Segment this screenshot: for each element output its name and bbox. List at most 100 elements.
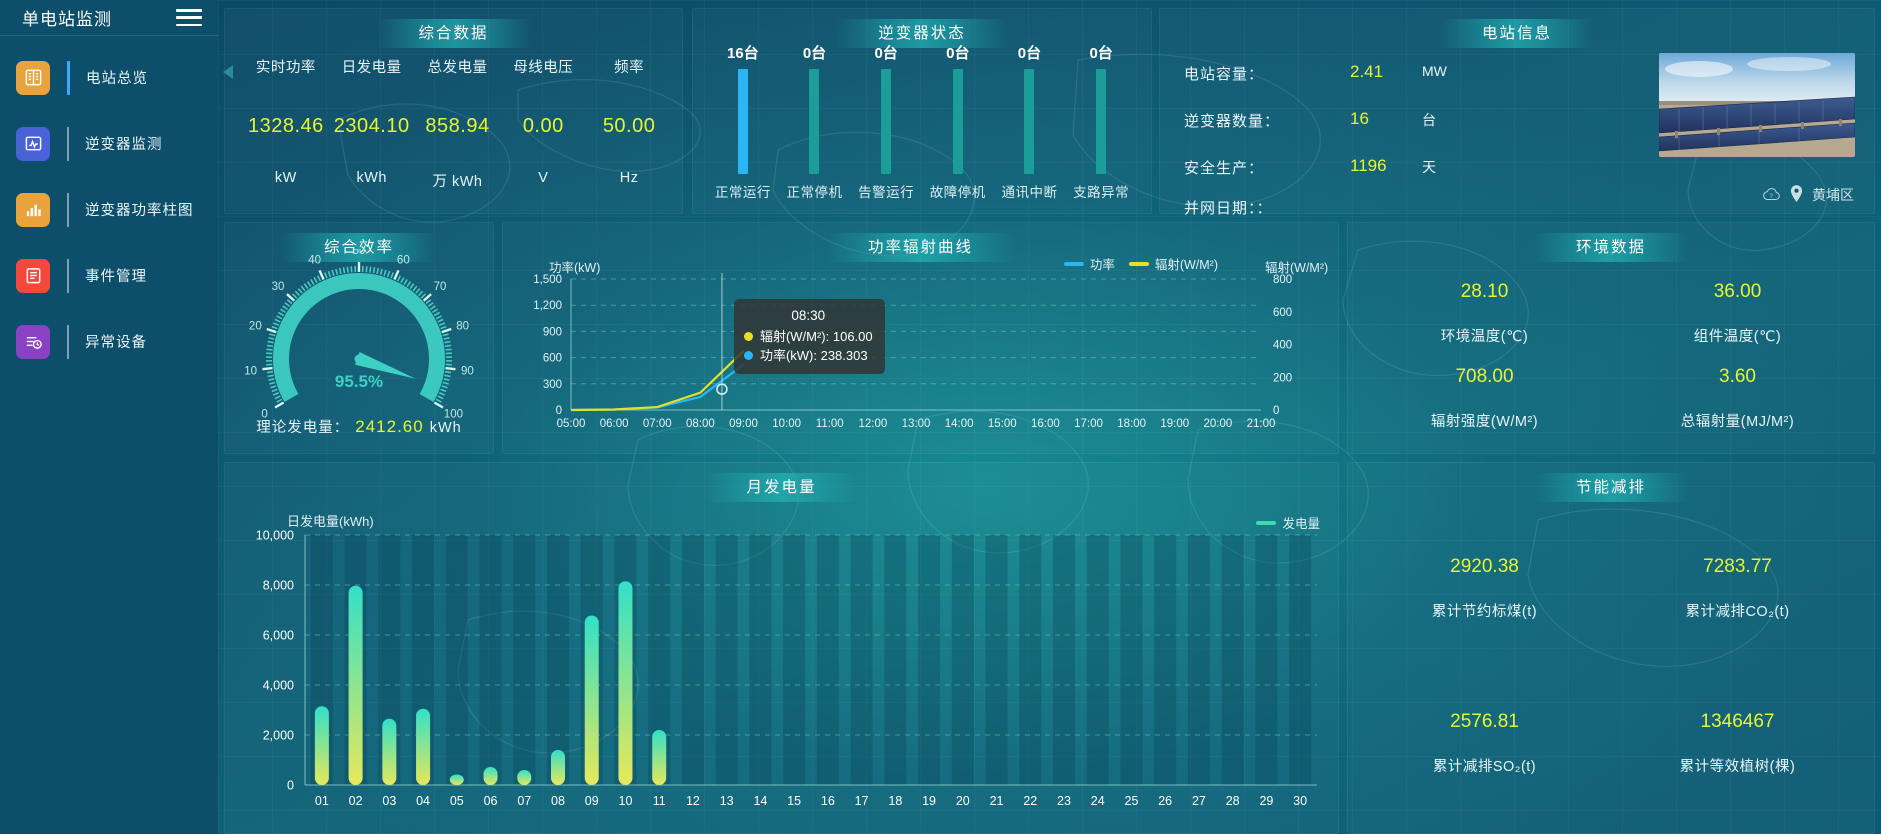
theoretical-generation-value: 2412.60 [355, 417, 424, 436]
bar[interactable] [483, 767, 498, 785]
inverter-status-bar [1024, 69, 1035, 174]
power-irradiance-chart-title: 功率辐射曲线 [825, 233, 1016, 262]
x-axis-tick: 16 [821, 794, 835, 808]
sidebar-item-1[interactable]: 电站总览 [0, 53, 218, 102]
power-irradiance-chart-panel: 功率辐射曲线 0 300 600 900 1,200 1,500 0 200 400 600 800… [502, 222, 1339, 454]
sidebar-item-3[interactable]: 逆变器功率柱图 [0, 185, 218, 234]
inverter-power-bar-icon [16, 192, 50, 227]
monthly-legend[interactable]: 发电量 [1256, 513, 1320, 532]
x-axis-tick: 05 [450, 794, 464, 808]
svg-text:?: ? [1769, 192, 1773, 199]
x-axis-tick: 03 [382, 794, 396, 808]
legend-swatch [1128, 261, 1149, 266]
y-axis-tick: 6,000 [263, 629, 294, 643]
sidebar-item-2[interactable]: 逆变器监测 [0, 119, 218, 168]
summary-metric-value: 2304.10 [333, 115, 410, 137]
summary-metric-value: 50.00 [602, 115, 656, 137]
metric-cell: 1346467 累计等效植树(棵) [1611, 666, 1864, 821]
x-axis-tick: 02 [349, 794, 363, 808]
legend-label: 功率 [1089, 258, 1115, 272]
sidebar-item-label: 电站总览 [86, 71, 148, 87]
x-axis-tick: 24 [1091, 794, 1105, 808]
y-axis-tick: 4,000 [263, 679, 294, 693]
tooltip-row: 功率(kW): 238.303 [743, 346, 873, 365]
x-axis-tick: 09:00 [729, 418, 758, 430]
inverter-status-name: 支路异常 [1073, 185, 1130, 200]
inverter-status-item[interactable]: 0台 通讯中断 [994, 42, 1064, 201]
hamburger-icon[interactable] [176, 9, 202, 26]
inverter-status-item[interactable]: 0台 告警运行 [851, 42, 921, 201]
legend-label: 辐射(W/M²) [1154, 258, 1218, 272]
y-axis-label: 日发电量(kWh) [287, 514, 374, 529]
bar[interactable] [551, 750, 565, 785]
monthly-generation-title: 月发电量 [704, 473, 859, 502]
event-management-icon [16, 258, 50, 293]
inverter-status-count: 0台 [1089, 45, 1113, 62]
inverter-status-panel-title: 逆变器状态 [836, 19, 1008, 48]
abnormal-device-icon [16, 324, 50, 359]
legend-item[interactable]: 功率 [1063, 254, 1115, 273]
summary-metric-unit: 万 kWh [432, 174, 483, 190]
y-axis-tick: 1,500 [533, 274, 562, 286]
summary-metrics: 实时功率 1328.46 kW 日发电量 2304.10 kWh 总发电量 858.94 万 k… [243, 56, 672, 191]
metric-value: 36.00 [1713, 281, 1762, 302]
inverter-status-name: 正常运行 [714, 185, 771, 200]
bar[interactable] [382, 718, 397, 785]
bar[interactable] [416, 708, 431, 785]
station-info-panel: 电站信息 电站容量： 2.41 MW 逆变器数量： 16 台安全生产： 1196 天并网日期：… [1159, 8, 1875, 217]
y-axis-tick: 0 [556, 405, 562, 417]
y-axis-tick: 600 [543, 353, 562, 365]
gauge-tick-label: 20 [249, 320, 262, 332]
x-axis-tick: 18:00 [1117, 418, 1146, 430]
inverter-status-bars: 16台 正常运行 0台 正常停机 0台 告警运行 0台 故障停机 0台 通讯中断 0台 支路异常 [707, 45, 1137, 201]
x-axis-tick: 20 [956, 794, 970, 808]
inverter-status-item[interactable]: 0台支路异常 [1066, 42, 1136, 201]
bar[interactable] [517, 770, 532, 785]
efficiency-gauge-svg: 0 10 20 30 40 50 60 70 80 90 100 95.5% [244, 249, 474, 421]
bar[interactable] [314, 706, 329, 785]
x-axis-tick: 13:00 [902, 418, 931, 430]
x-axis-tick: 01 [315, 794, 329, 808]
y2-axis-tick: 400 [1273, 340, 1292, 352]
x-axis-tick: 16:00 [1031, 418, 1060, 430]
inverter-status-item[interactable]: 0台 故障停机 [923, 42, 993, 201]
metric-cell: 3.60 总辐射量(MJ/M²) [1611, 356, 1864, 441]
x-axis-tick: 19:00 [1160, 418, 1189, 430]
collapse-arrow-icon[interactable] [223, 65, 233, 79]
inverter-status-item[interactable]: 16台 正常运行 [708, 42, 778, 201]
metric-value: 28.10 [1460, 281, 1509, 302]
sidebar-item-5[interactable]: 异常设备 [0, 317, 218, 366]
x-axis-tick: 28 [1226, 794, 1240, 808]
dashboard-main: 综合数据 实时功率 1328.46 kW 日发电量 2304.10 kWh 总发电量 858.… [218, 0, 1881, 834]
app-title: 单电站监测 [22, 10, 112, 29]
x-axis-tick: 25 [1125, 794, 1139, 808]
legend-item[interactable]: 辐射(W/M²) [1128, 254, 1218, 273]
y2-axis-label: 辐射(W/M²) [1265, 261, 1329, 275]
x-axis-tick: 21:00 [1247, 418, 1276, 430]
power-irradiance-plot: 0 300 600 900 1,200 1,500 0 200 400 600 800 05:00 06… [503, 223, 1338, 453]
bar[interactable] [618, 581, 633, 785]
station-info-label: 安全生产： [1184, 160, 1265, 177]
efficiency-panel-title: 综合效率 [281, 233, 437, 262]
y-axis-tick: 1,200 [533, 300, 562, 312]
bar[interactable] [449, 774, 464, 786]
bar[interactable] [584, 615, 599, 786]
bar[interactable] [652, 730, 667, 785]
x-axis-tick: 14 [753, 794, 767, 808]
x-axis-tick: 10:00 [772, 418, 801, 430]
tooltip-series-dot [743, 351, 753, 360]
x-axis-tick: 05:00 [557, 418, 586, 430]
x-axis-tick: 22 [1023, 794, 1037, 808]
inverter-status-bar [952, 69, 963, 174]
y-axis-label: 功率(kW) [549, 261, 601, 275]
inverter-status-count: 0台 [946, 45, 970, 62]
environment-panel-title: 环境数据 [1533, 233, 1689, 262]
curve-legend: 功率 辐射(W/M²) [1063, 254, 1218, 273]
y2-axis-tick: 0 [1273, 405, 1279, 417]
x-axis-tick: 04 [416, 794, 430, 808]
sidebar-item-4[interactable]: 事件管理 [0, 251, 218, 300]
inverter-status-item[interactable]: 0台 正常停机 [779, 42, 849, 201]
bar[interactable] [348, 585, 363, 785]
x-axis-tick: 15 [787, 794, 801, 808]
monthly-generation-plot: 0 2,000 4,000 6,000 8,000 10,000 01 02 03 04 05 06 0… [225, 463, 1338, 833]
